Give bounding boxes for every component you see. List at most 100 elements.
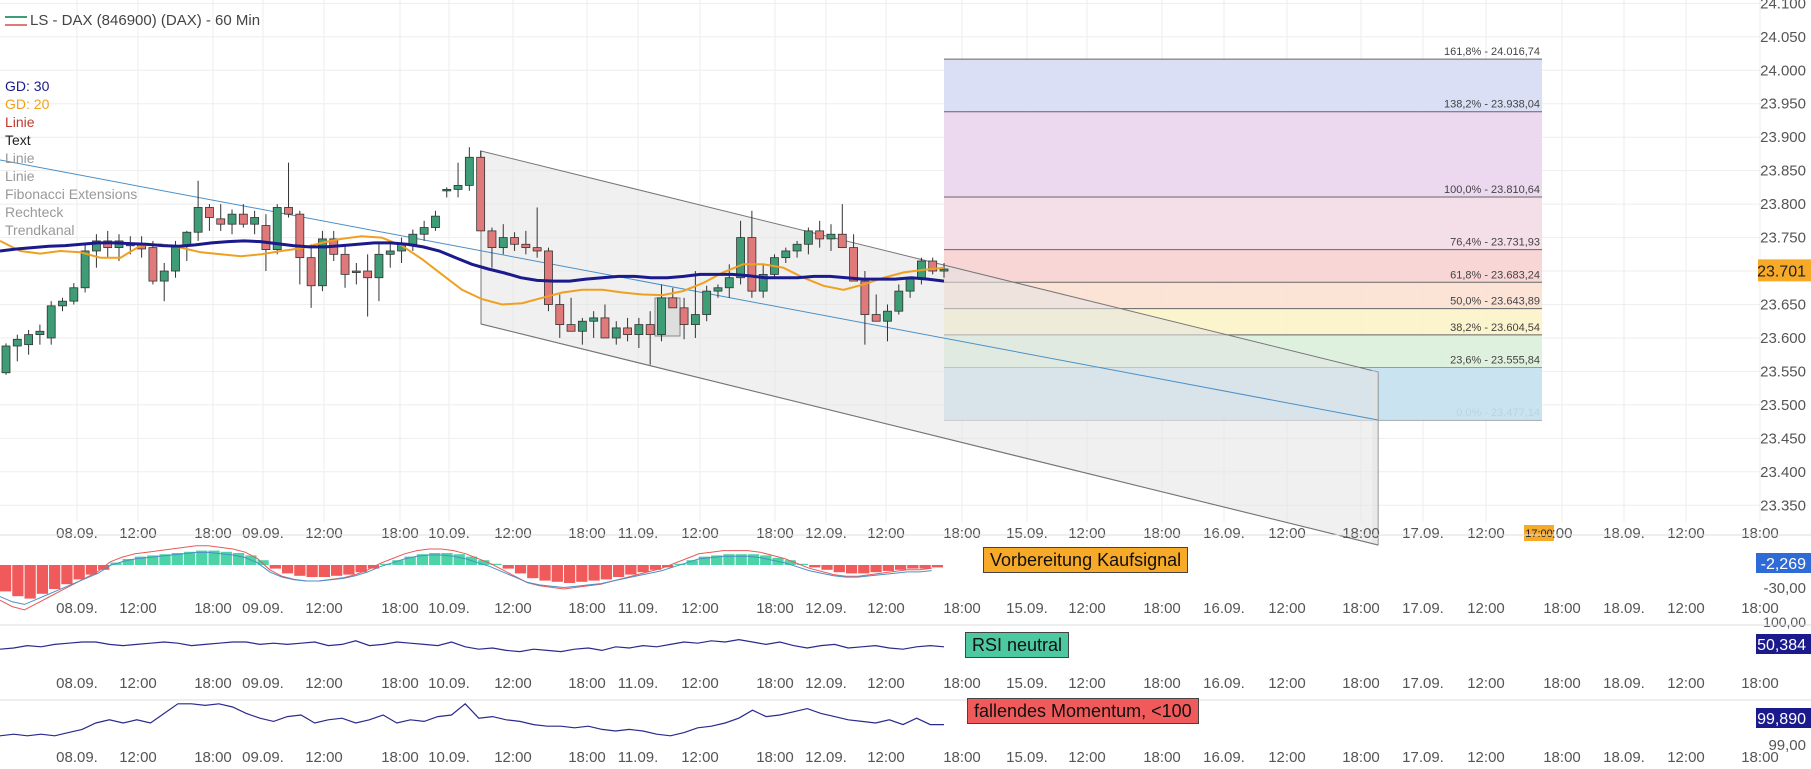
time-tick-label: 18:00 — [1342, 525, 1380, 542]
price-tick-label: 23.550 — [1760, 363, 1806, 380]
legend-item[interactable]: Fibonacci Extensions — [5, 186, 138, 202]
price-tick-label: 23.950 — [1760, 96, 1806, 113]
time-tick-label: 18:00 — [194, 749, 232, 766]
macd-histogram-bar — [0, 565, 12, 592]
macd-histogram-bar — [882, 565, 894, 571]
time-tick-label: 12:00 — [681, 749, 719, 766]
legend-item[interactable]: Linie — [5, 150, 35, 166]
candle-body — [227, 213, 237, 225]
macd-histogram-bar — [85, 565, 98, 575]
candle — [1, 343, 11, 375]
candle — [792, 240, 802, 258]
candle — [272, 204, 282, 255]
time-tick-label: 18:00 — [1143, 749, 1181, 766]
price-tick-label: 23.400 — [1760, 464, 1806, 481]
macd-histogram-bar — [392, 560, 404, 565]
candle-body — [363, 270, 373, 279]
candle — [657, 284, 666, 342]
time-tick-label: 12:00 — [1467, 675, 1505, 692]
macd-value-label: -2,269 — [1761, 556, 1806, 573]
macd-histogram-bar — [183, 551, 196, 565]
price-tick-label: 24.000 — [1760, 62, 1806, 79]
legend-item[interactable]: Trendkanal — [5, 222, 75, 238]
time-tick-label: 18:00 — [381, 675, 419, 692]
candle-body — [58, 300, 67, 307]
macd-histogram-bar — [416, 554, 429, 565]
time-tick-label: 10.09. — [428, 675, 470, 692]
legend-item[interactable]: Linie — [5, 114, 35, 130]
price-tick-label: 23.500 — [1760, 397, 1806, 414]
rsi-tick-label: 100,00 — [1763, 614, 1806, 630]
legend-item[interactable]: Linie — [5, 168, 35, 184]
legend-item[interactable]: GD: 30 — [5, 78, 50, 94]
candle-body — [724, 277, 734, 289]
macd-histogram-bar — [453, 554, 465, 565]
macd-histogram-bar — [539, 565, 551, 581]
macd-histogram-bar — [61, 565, 73, 585]
macd-histogram-bar — [612, 565, 625, 577]
time-tick-label: 18:00 — [381, 749, 419, 766]
macd-signal-badge: Vorbereitung Kaufsignal — [983, 547, 1189, 573]
crosshair-time-tag — [1524, 525, 1554, 541]
candle-body — [193, 207, 203, 233]
time-tick-label: 09.09. — [242, 525, 284, 542]
macd-histogram-bar — [159, 554, 171, 565]
candle — [476, 150, 486, 232]
time-tick-label: 08.09. — [56, 675, 98, 692]
time-tick-label: 12:00 — [119, 749, 157, 766]
macd-histogram-bar — [232, 553, 245, 565]
macd-tick-label: -30,00 — [1763, 580, 1806, 597]
time-tick-label: 12:00 — [1667, 749, 1705, 766]
time-tick-label: 12:00 — [1268, 600, 1306, 617]
macd-histogram-bar — [870, 565, 882, 573]
time-tick-label: 16.09. — [1203, 525, 1245, 542]
candle-body — [826, 233, 836, 240]
macd-histogram-bar — [404, 556, 416, 565]
time-tick-label: 18:00 — [1342, 600, 1380, 617]
fib-level-label: 100,0% - 23.810,64 — [1444, 184, 1540, 196]
time-tick-label: 18:00 — [1741, 600, 1779, 617]
macd-histogram-bar — [220, 551, 232, 565]
candle-body — [12, 338, 22, 347]
rsi-line — [0, 638, 945, 653]
candle-body — [250, 217, 260, 225]
candle — [939, 263, 949, 278]
legend-item[interactable]: Rechteck — [5, 204, 64, 220]
time-tick-label: 10.09. — [428, 525, 470, 542]
macd-histogram-bar — [281, 565, 294, 574]
time-tick-label: 08.09. — [56, 525, 98, 542]
macd-histogram-bar — [698, 556, 711, 565]
time-tick-label: 15.09. — [1006, 600, 1048, 617]
candle — [12, 334, 22, 362]
fib-zone — [944, 111, 1542, 197]
legend-item[interactable]: GD: 20 — [5, 96, 50, 112]
macd-histogram-bar — [600, 565, 612, 580]
legend-item[interactable]: Text — [5, 132, 31, 148]
candle-body — [611, 327, 621, 339]
time-tick-label: 12:00 — [494, 600, 532, 617]
time-tick-label: 09.09. — [242, 749, 284, 766]
time-axes: 08.09. 12:00 18:00 09.09. 12:00 18:00 10.09. 12… — [56, 525, 1779, 766]
macd-histogram-bar — [919, 565, 931, 569]
time-tick-label: 17.09. — [1402, 525, 1444, 542]
rsi-value-label: 50,384 — [1757, 637, 1806, 654]
macd-line — [0, 545, 932, 611]
time-tick-label: 12:00 — [1667, 675, 1705, 692]
fib-level-label: 161,8% - 24.016,74 — [1444, 46, 1540, 58]
macd-histogram-bar — [686, 560, 698, 565]
macd-histogram-bar — [269, 565, 281, 569]
candle — [216, 204, 226, 231]
candle-body — [442, 188, 452, 192]
candle — [193, 180, 203, 241]
macd-histogram-bar — [514, 565, 527, 574]
price-tick-label: 24.050 — [1760, 29, 1806, 46]
candle-body — [736, 237, 745, 279]
time-tick-label: 18:00 — [381, 600, 419, 617]
candle — [928, 257, 938, 275]
candle-body — [532, 247, 542, 252]
candle — [679, 297, 689, 340]
candle-body — [645, 324, 655, 336]
candle — [600, 304, 610, 339]
time-tick-label: 18:00 — [1143, 600, 1181, 617]
